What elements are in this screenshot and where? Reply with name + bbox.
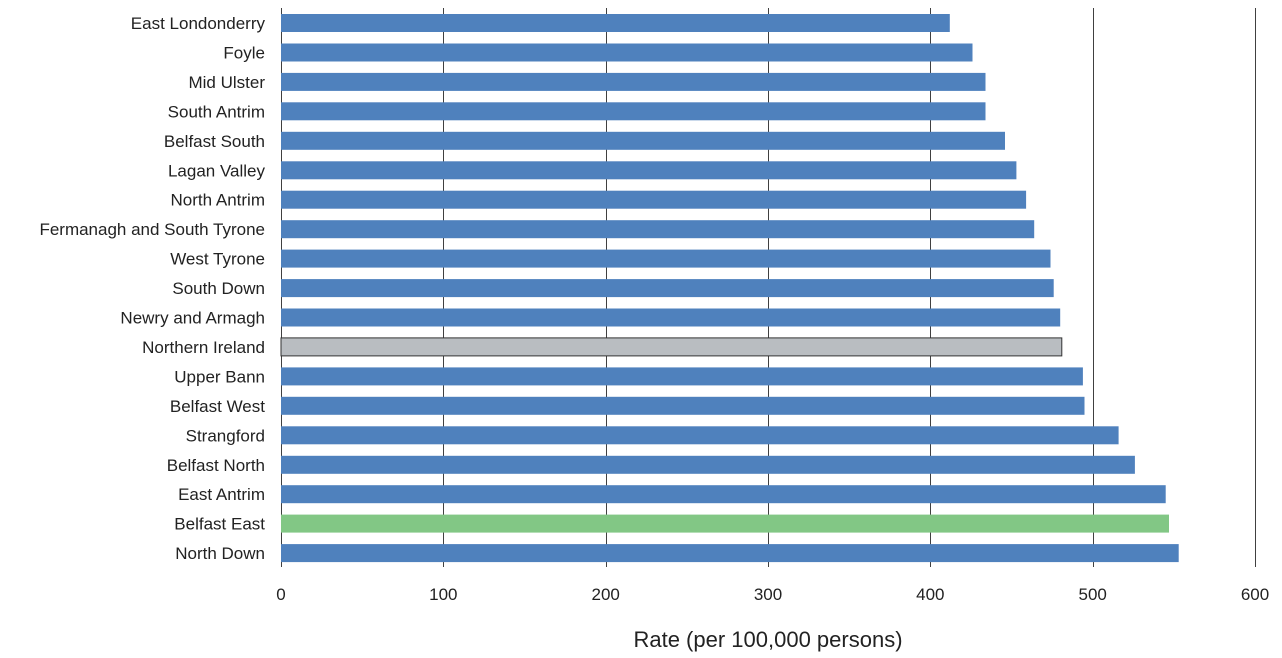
- bar-belfast-south: [281, 131, 1005, 150]
- category-label: North Down: [175, 544, 265, 563]
- category-label: Lagan Valley: [168, 161, 266, 180]
- bar-strangford: [281, 426, 1119, 445]
- category-label: Foyle: [223, 44, 265, 63]
- bars: [280, 14, 1179, 563]
- bar-north-antrim: [281, 190, 1027, 209]
- x-tick-label: 100: [429, 585, 457, 604]
- x-tick-labels: 0 100 200 300 400 500 600: [276, 585, 1269, 604]
- bar-south-down: [281, 279, 1054, 298]
- category-label: Belfast East: [174, 515, 265, 534]
- bar-foyle: [281, 43, 973, 62]
- x-axis-title: Rate (per 100,000 persons): [633, 627, 902, 652]
- bar-east-antrim: [281, 485, 1166, 504]
- bar-belfast-west: [281, 396, 1085, 415]
- category-label: Mid Ulster: [188, 73, 265, 92]
- category-label: Belfast West: [170, 397, 265, 416]
- bar-south-antrim: [281, 102, 986, 121]
- category-label: East Antrim: [178, 485, 265, 504]
- bar-belfast-north: [281, 455, 1135, 474]
- category-label: Belfast North: [167, 456, 265, 475]
- category-label: Fermanagh and South Tyrone: [39, 220, 265, 239]
- category-label: South Down: [172, 279, 265, 298]
- x-tick-label: 600: [1241, 585, 1269, 604]
- category-label: Strangford: [186, 426, 265, 445]
- bar-northern-ireland: [280, 337, 1063, 357]
- category-label: Upper Bann: [174, 367, 265, 386]
- x-tick-label: 400: [916, 585, 944, 604]
- bar-belfast-east: [281, 514, 1169, 533]
- x-tick-label: 200: [592, 585, 620, 604]
- category-label: Belfast South: [164, 132, 265, 151]
- category-label: Newry and Armagh: [120, 309, 265, 328]
- bar-upper-bann: [281, 367, 1083, 386]
- x-tick-label: 500: [1079, 585, 1107, 604]
- bar-fermanagh-and-south-tyrone: [281, 220, 1035, 239]
- x-tick-label: 300: [754, 585, 782, 604]
- category-labels: East Londonderry Foyle Mid Ulster South Ant…: [39, 14, 265, 563]
- bar-west-tyrone: [281, 249, 1051, 268]
- category-label: South Antrim: [168, 102, 265, 121]
- category-label: East Londonderry: [131, 14, 266, 33]
- bar-lagan-valley: [281, 161, 1017, 180]
- bar-north-down: [281, 544, 1179, 563]
- bar-mid-ulster: [281, 72, 986, 91]
- bar-newry-and-armagh: [281, 308, 1061, 327]
- category-label: Northern Ireland: [142, 338, 265, 357]
- bar-east-londonderry: [281, 14, 950, 32]
- category-label: West Tyrone: [170, 250, 265, 269]
- x-tick-label: 0: [276, 585, 285, 604]
- category-label: North Antrim: [171, 191, 265, 210]
